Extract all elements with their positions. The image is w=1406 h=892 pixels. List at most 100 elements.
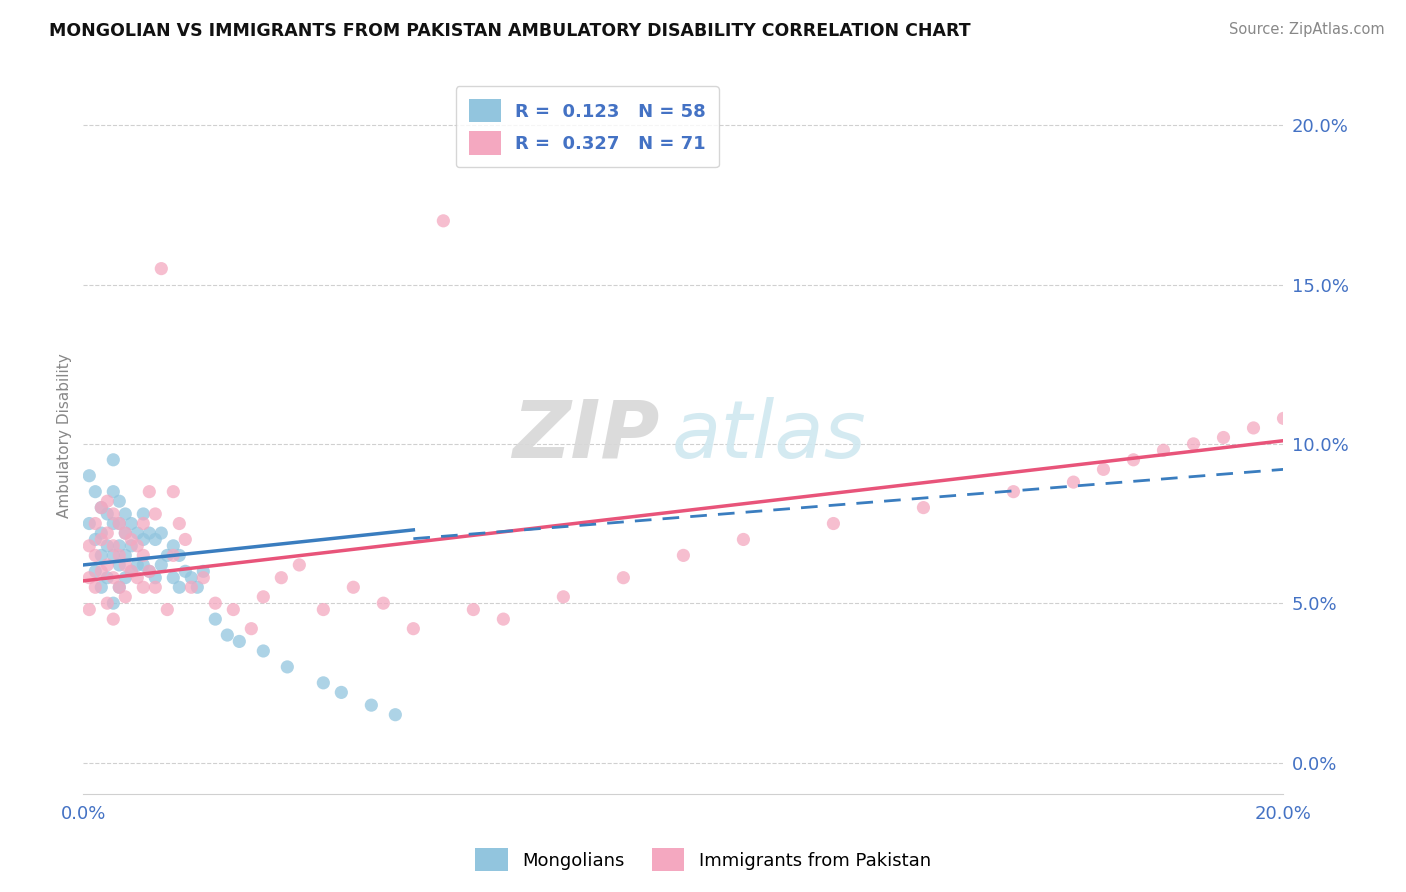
Point — [312, 676, 335, 690]
Point — [84, 533, 107, 547]
Point — [169, 580, 191, 594]
Point — [360, 698, 382, 713]
Point — [120, 533, 142, 547]
Point — [96, 558, 118, 572]
Point — [169, 516, 191, 531]
Y-axis label: Ambulatory Disability: Ambulatory Disability — [58, 353, 72, 518]
Point — [84, 580, 107, 594]
Point — [120, 564, 142, 578]
Point — [138, 526, 160, 541]
Text: Source: ZipAtlas.com: Source: ZipAtlas.com — [1229, 22, 1385, 37]
Point — [342, 580, 364, 594]
Point — [96, 596, 118, 610]
Point — [150, 261, 173, 276]
Point — [90, 564, 112, 578]
Point — [103, 549, 125, 563]
Point — [222, 602, 245, 616]
Point — [217, 628, 239, 642]
Point — [174, 533, 197, 547]
Text: MONGOLIAN VS IMMIGRANTS FROM PAKISTAN AMBULATORY DISABILITY CORRELATION CHART: MONGOLIAN VS IMMIGRANTS FROM PAKISTAN AM… — [49, 22, 970, 40]
Point — [240, 622, 263, 636]
Point — [162, 571, 184, 585]
Point — [84, 549, 107, 563]
Point — [252, 644, 274, 658]
Point — [114, 558, 136, 572]
Point — [96, 539, 118, 553]
Point — [96, 494, 118, 508]
Point — [132, 549, 155, 563]
Point — [90, 533, 112, 547]
Point — [492, 612, 515, 626]
Point — [384, 707, 406, 722]
Point — [103, 507, 125, 521]
Point — [114, 526, 136, 541]
Point — [84, 516, 107, 531]
Point — [127, 526, 149, 541]
Point — [114, 590, 136, 604]
Text: atlas: atlas — [672, 397, 866, 475]
Point — [204, 596, 226, 610]
Point — [127, 539, 149, 553]
Point — [150, 558, 173, 572]
Point — [174, 564, 197, 578]
Point — [114, 571, 136, 585]
Point — [84, 564, 107, 578]
Legend: R =  0.123   N = 58, R =  0.327   N = 71: R = 0.123 N = 58, R = 0.327 N = 71 — [456, 87, 718, 167]
Point — [823, 516, 845, 531]
Point — [132, 507, 155, 521]
Point — [1122, 452, 1144, 467]
Point — [1062, 475, 1084, 489]
Point — [120, 564, 142, 578]
Point — [193, 571, 215, 585]
Point — [553, 590, 575, 604]
Point — [143, 571, 166, 585]
Point — [252, 590, 274, 604]
Point — [1302, 666, 1324, 681]
Point — [672, 549, 695, 563]
Point — [162, 539, 184, 553]
Point — [127, 558, 149, 572]
Point — [162, 484, 184, 499]
Point — [180, 580, 202, 594]
Point — [143, 507, 166, 521]
Point — [1002, 484, 1025, 499]
Point — [612, 571, 634, 585]
Point — [114, 549, 136, 563]
Point — [138, 564, 160, 578]
Point — [138, 564, 160, 578]
Point — [186, 580, 208, 594]
Legend: Mongolians, Immigrants from Pakistan: Mongolians, Immigrants from Pakistan — [468, 841, 938, 879]
Point — [276, 660, 298, 674]
Point — [120, 516, 142, 531]
Point — [108, 558, 131, 572]
Point — [143, 533, 166, 547]
Point — [114, 507, 136, 521]
Point — [108, 494, 131, 508]
Point — [79, 516, 101, 531]
Point — [108, 516, 131, 531]
Point — [180, 571, 202, 585]
Point — [90, 526, 112, 541]
Point — [373, 596, 395, 610]
Point — [432, 214, 454, 228]
Point — [103, 516, 125, 531]
Point — [103, 484, 125, 499]
Point — [120, 539, 142, 553]
Point — [108, 516, 131, 531]
Point — [114, 526, 136, 541]
Point — [90, 500, 112, 515]
Point — [402, 622, 425, 636]
Point — [103, 612, 125, 626]
Point — [204, 612, 226, 626]
Point — [96, 507, 118, 521]
Point — [1153, 443, 1175, 458]
Point — [312, 602, 335, 616]
Point — [156, 549, 179, 563]
Point — [132, 533, 155, 547]
Point — [132, 558, 155, 572]
Point — [1212, 430, 1234, 444]
Point — [103, 596, 125, 610]
Point — [103, 539, 125, 553]
Point — [79, 602, 101, 616]
Point — [193, 564, 215, 578]
